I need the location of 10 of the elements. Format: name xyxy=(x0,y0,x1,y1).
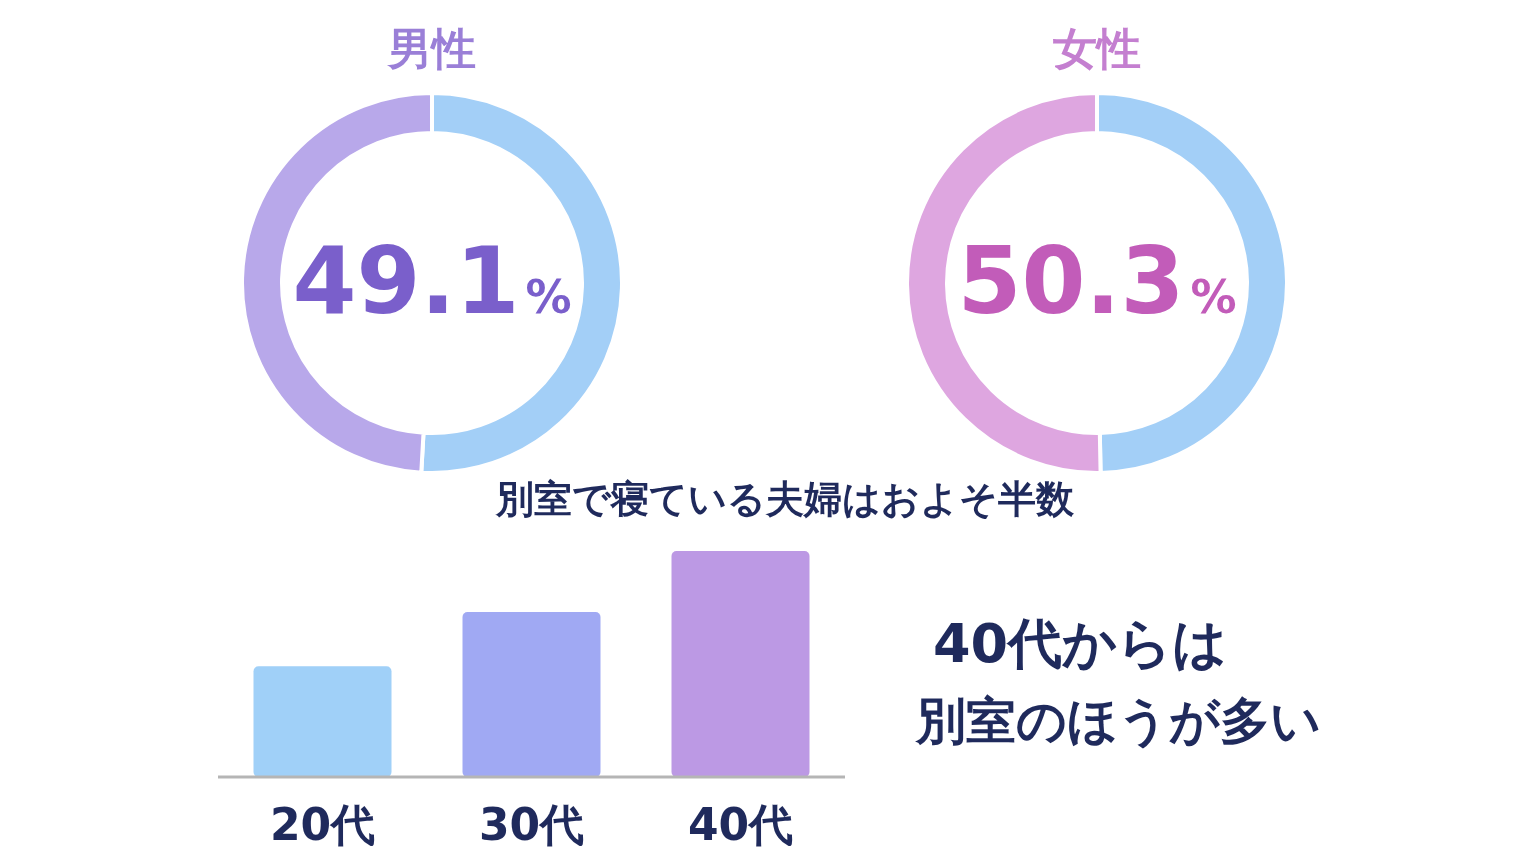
x-tick-label: 20代 xyxy=(269,799,376,850)
chart-title: 女性 xyxy=(1053,23,1141,74)
text: 40代からは xyxy=(932,612,1228,675)
data-label: 50.3% xyxy=(957,228,1237,335)
text: 別室のほうが多い xyxy=(914,692,1321,750)
x-tick-label: 30代 xyxy=(478,799,585,850)
chart-title: 別室で寝ている夫婦はおよそ半数 xyxy=(495,477,1075,521)
x-tick-label: 40代 xyxy=(687,799,794,850)
chart-title: 男性 xyxy=(386,23,476,74)
data-label: 49.1% xyxy=(292,228,572,335)
